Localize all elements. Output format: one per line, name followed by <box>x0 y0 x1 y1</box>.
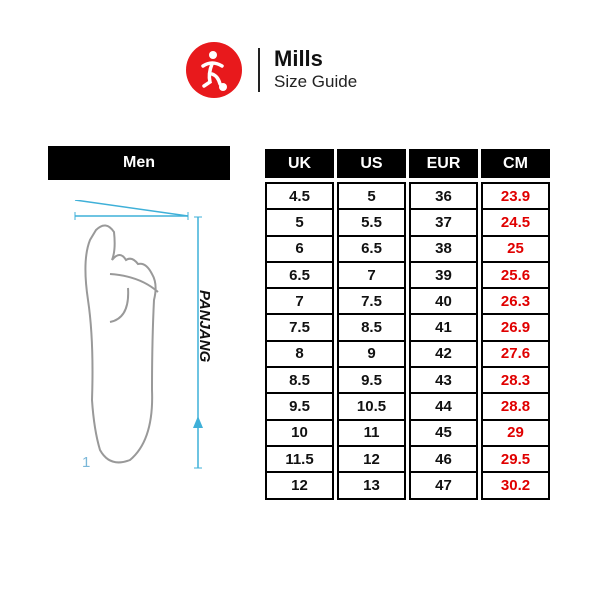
table-cell: 26.9 <box>483 315 548 342</box>
table-cell: 30.2 <box>483 473 548 500</box>
table-cell: 47 <box>411 473 476 500</box>
column-header: UK <box>265 149 334 178</box>
table-cell: 5 <box>267 210 332 237</box>
table-cell: 39 <box>411 263 476 290</box>
column-cells: 23.9 24.5 25 25.6 26.3 26.9 27.6 28.3 28.8 29 29.5… <box>481 182 550 500</box>
table-cell: 27.6 <box>483 342 548 369</box>
table-cell: 5.5 <box>339 210 404 237</box>
table-cell: 7.5 <box>267 315 332 342</box>
table-cell: 9.5 <box>267 394 332 421</box>
table-cell: 12 <box>339 447 404 474</box>
table-cell: 13 <box>339 473 404 500</box>
section-label: Men <box>48 146 230 180</box>
table-cell: 42 <box>411 342 476 369</box>
table-cell: 8.5 <box>339 315 404 342</box>
brand-name: Mills <box>274 46 323 71</box>
foot-diagram-icon <box>74 200 203 469</box>
table-cell: 24.5 <box>483 210 548 237</box>
table-cell: 44 <box>411 394 476 421</box>
table-cell: 9 <box>339 342 404 369</box>
column-header: CM <box>481 149 550 178</box>
table-cell: 12 <box>267 473 332 500</box>
column-uk: UK 4.5 5 6 6.5 7 7.5 8 8.5 9.5 10 11.5 12 <box>265 149 334 500</box>
column-us: US 5 5.5 6.5 7 7.5 8.5 9 9.5 10.5 11 12 13 <box>337 149 406 500</box>
table-cell: 28.3 <box>483 368 548 395</box>
table-cell: 23.9 <box>483 184 548 211</box>
table-cell: 10.5 <box>339 394 404 421</box>
table-cell: 11 <box>339 421 404 447</box>
table-cell: 29.5 <box>483 447 548 474</box>
table-cell: 43 <box>411 368 476 395</box>
table-cell: 8.5 <box>267 368 332 395</box>
table-cell: 25 <box>483 237 548 263</box>
table-cell: 37 <box>411 210 476 237</box>
table-cell: 7 <box>267 289 332 316</box>
column-cells: 4.5 5 6 6.5 7 7.5 8 8.5 9.5 10 11.5 12 <box>265 182 334 500</box>
table-cell: 25.6 <box>483 263 548 290</box>
table-cell: 6.5 <box>339 237 404 263</box>
table-cell: 6 <box>267 237 332 263</box>
table-cell: 46 <box>411 447 476 474</box>
table-cell: 8 <box>267 342 332 369</box>
table-cell: 38 <box>411 237 476 263</box>
column-eur: EUR 36 37 38 39 40 41 42 43 44 45 46 47 <box>409 149 478 500</box>
column-cm: CM 23.9 24.5 25 25.6 26.3 26.9 27.6 28.3 28.8 29 29… <box>481 149 550 500</box>
table-cell: 41 <box>411 315 476 342</box>
table-cell: 7.5 <box>339 289 404 316</box>
table-cell: 4.5 <box>267 184 332 211</box>
table-cell: 29 <box>483 421 548 447</box>
column-header: US <box>337 149 406 178</box>
logo-icon <box>186 42 242 98</box>
table-cell: 28.8 <box>483 394 548 421</box>
table-cell: 11.5 <box>267 447 332 474</box>
table-cell: 5 <box>339 184 404 211</box>
table-cell: 10 <box>267 421 332 447</box>
table-cell: 6.5 <box>267 263 332 290</box>
foot-marker: 1 <box>82 454 91 471</box>
brand-subtitle: Size Guide <box>274 72 358 91</box>
table-cell: 7 <box>339 263 404 290</box>
table-cell: 36 <box>411 184 476 211</box>
table-cell: 9.5 <box>339 368 404 395</box>
table-cell: 45 <box>411 421 476 447</box>
column-cells: 36 37 38 39 40 41 42 43 44 45 46 47 <box>409 182 478 500</box>
table-cell: 26.3 <box>483 289 548 316</box>
column-header: EUR <box>409 149 478 178</box>
length-label: PANJANG <box>196 290 213 363</box>
table-cell: 40 <box>411 289 476 316</box>
column-cells: 5 5.5 6.5 7 7.5 8.5 9 9.5 10.5 11 12 13 <box>337 182 406 500</box>
header-divider <box>258 48 260 92</box>
